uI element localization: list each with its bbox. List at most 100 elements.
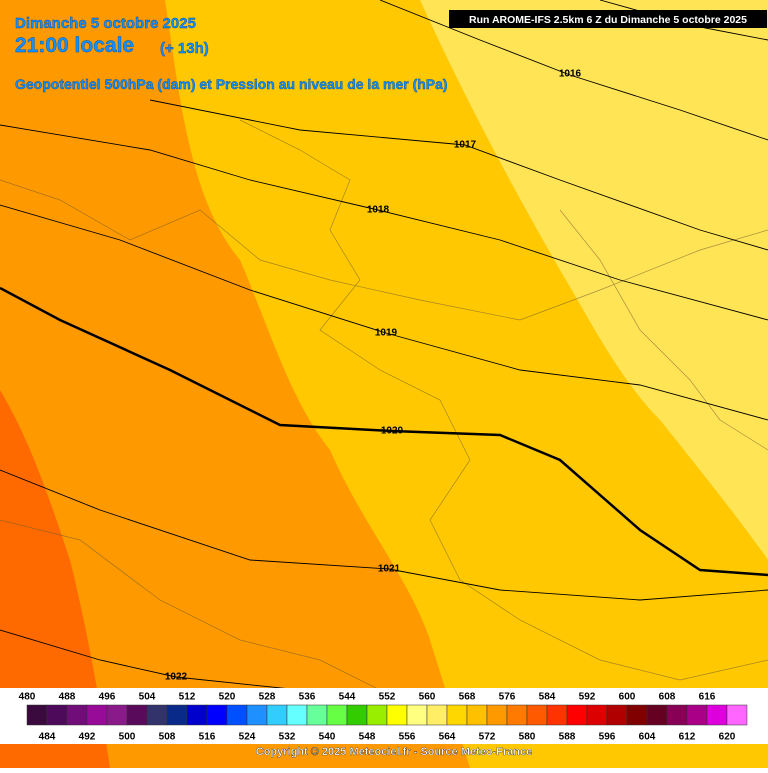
scale-label: 492	[79, 732, 96, 743]
scale-label: 608	[659, 692, 676, 703]
scale-swatch	[86, 704, 108, 726]
scale-label: 496	[99, 692, 116, 703]
scale-swatch	[726, 704, 748, 726]
isobar-label: 1022	[165, 672, 188, 683]
lead: (+ 13h)	[160, 40, 209, 57]
scale-swatch	[546, 704, 568, 726]
borders	[0, 119, 768, 701]
scale-label: 548	[359, 732, 376, 743]
scale-swatch	[406, 704, 428, 726]
zone-red-orange	[0, 390, 110, 768]
scale-label: 524	[239, 732, 256, 743]
scale-swatch	[326, 704, 348, 726]
copyright: Copyright © 2025 Meteociel.fr - Source M…	[256, 746, 532, 758]
scale-swatch	[706, 704, 728, 726]
scale-swatch	[26, 704, 48, 726]
scale-swatch	[466, 704, 488, 726]
isobar-label: 1016	[559, 69, 582, 80]
scale-swatch	[186, 704, 208, 726]
scale-swatch	[566, 704, 588, 726]
scale-swatch	[66, 704, 88, 726]
scale-label: 564	[439, 732, 456, 743]
scale-swatch	[586, 704, 608, 726]
scale-label: 592	[579, 692, 596, 703]
scale-label: 480	[19, 692, 36, 703]
isobar-label: 1018	[367, 205, 390, 216]
scale-swatch	[626, 704, 648, 726]
scale-swatch	[166, 704, 188, 726]
scale-swatch	[366, 704, 388, 726]
scale-swatch	[266, 704, 288, 726]
scale-swatch	[526, 704, 548, 726]
scale-label: 600	[619, 692, 636, 703]
scale-label: 536	[299, 692, 316, 703]
scale-label: 504	[139, 692, 156, 703]
zone-light-yellow	[420, 0, 768, 560]
scale-swatch	[506, 704, 528, 726]
isobar-label: 1019	[375, 328, 398, 339]
scale-swatch	[446, 704, 468, 726]
scale-label: 532	[279, 732, 296, 743]
scale-label: 588	[559, 732, 576, 743]
isobar-line	[149, 99, 768, 251]
scale-label: 488	[59, 692, 76, 703]
isobar-label: 1017	[454, 140, 477, 151]
scale-label: 576	[499, 692, 516, 703]
isobar-line	[0, 286, 768, 577]
scale-swatch	[206, 704, 228, 726]
run-box	[449, 10, 767, 28]
scale-swatch	[286, 704, 308, 726]
scale-label: 484	[39, 732, 56, 743]
scale-swatch	[106, 704, 128, 726]
scale-swatch	[646, 704, 668, 726]
scale-swatch	[226, 704, 248, 726]
scale-swatch	[146, 704, 168, 726]
zone-orange	[0, 0, 470, 768]
scale-swatch	[126, 704, 148, 726]
time: 21:00 locale	[15, 34, 134, 57]
scale-label: 596	[599, 732, 616, 743]
isobars: 1016 1017 1018 1019 1020 1021 1022	[0, 0, 768, 691]
scale-label: 620	[719, 732, 736, 743]
scale-swatch	[306, 704, 328, 726]
map-title: Geopotentiel 500hPa (dam) et Pression au…	[15, 76, 448, 92]
scale-swatch	[346, 704, 368, 726]
date: Dimanche 5 octobre 2025	[15, 15, 196, 32]
scale-label: 516	[199, 732, 216, 743]
scale-label: 560	[419, 692, 436, 703]
scale-label: 500	[119, 732, 136, 743]
scale-swatch	[46, 704, 68, 726]
isobar-line	[0, 204, 768, 421]
scale-label: 612	[679, 732, 696, 743]
scale-label: 556	[399, 732, 416, 743]
scale-label: 544	[339, 692, 356, 703]
color-scale: 480 484 488 492 496 500 504 508 512 516 520 524 528 5…	[19, 692, 748, 743]
scale-swatch	[426, 704, 448, 726]
scale-label: 528	[259, 692, 276, 703]
scale-swatch	[246, 704, 268, 726]
run-info: Run AROME-IFS 2.5km 6 Z du Dimanche 5 oc…	[469, 14, 747, 26]
isobar-line	[0, 629, 301, 691]
scale-label: 552	[379, 692, 396, 703]
scale-label: 584	[539, 692, 556, 703]
scale-swatch	[486, 704, 508, 726]
scale-label: 604	[639, 732, 656, 743]
scale-swatch	[686, 704, 708, 726]
scale-label: 508	[159, 732, 176, 743]
isobar-line	[0, 124, 768, 321]
scale-label: 580	[519, 732, 536, 743]
isobar-line	[379, 0, 768, 141]
scale-label: 512	[179, 692, 196, 703]
isobar-line	[0, 469, 768, 601]
scale-label: 520	[219, 692, 236, 703]
scale-label: 572	[479, 732, 496, 743]
scale-swatch	[386, 704, 408, 726]
scale-label: 568	[459, 692, 476, 703]
scale-swatch	[666, 704, 688, 726]
scale-swatch	[606, 704, 628, 726]
isobar-label: 1021	[378, 564, 401, 575]
isobar-label: 1020	[381, 426, 404, 437]
scale-label: 616	[699, 692, 716, 703]
scale-label: 540	[319, 732, 336, 743]
